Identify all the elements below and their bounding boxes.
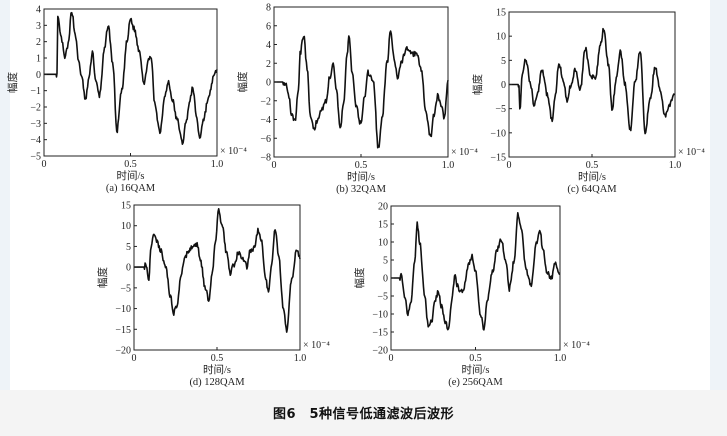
y-tick-label: −2 — [30, 103, 41, 114]
y-tick-label: −10 — [115, 304, 131, 315]
x-tick-label: 0.5 — [211, 353, 224, 364]
y-tick-label: 10 — [378, 238, 388, 249]
x-tick-label: 1.0 — [211, 159, 224, 170]
x-multiplier: × 10⁻⁴ — [563, 340, 590, 351]
y-tick-label: 5 — [126, 242, 131, 253]
y-tick-label: 15 — [121, 201, 131, 212]
x-multiplier: × 10⁻⁴ — [451, 147, 478, 158]
x-tick-label: 0.5 — [355, 160, 368, 171]
y-tick-label: 8 — [266, 3, 271, 14]
x-multiplier: × 10⁻⁴ — [678, 147, 705, 158]
x-tick-label: 0 — [132, 353, 137, 364]
x-axis-label: 时间/s — [347, 170, 375, 183]
y-tick-label: −20 — [372, 346, 388, 357]
y-tick-label: −5 — [377, 292, 388, 303]
subplot-caption: (e) 256QAM — [448, 377, 503, 388]
x-axis-label: 时间/s — [578, 170, 606, 183]
y-tick-label: −2 — [260, 96, 271, 107]
y-tick-label: −6 — [260, 134, 271, 145]
plot-frame — [273, 6, 449, 158]
y-tick-label: 6 — [266, 21, 271, 32]
signal-trace — [273, 30, 449, 149]
x-tick-label: 1.0 — [442, 160, 455, 171]
y-tick-label: 0 — [266, 78, 271, 89]
x-tick-label: 1.0 — [294, 353, 307, 364]
x-axis-label: 时间/s — [116, 169, 144, 182]
y-tick-label: 1 — [36, 54, 41, 65]
y-tick-label: −4 — [260, 115, 271, 126]
y-tick-label: −8 — [260, 153, 271, 164]
y-tick-label: 2 — [36, 37, 41, 48]
y-tick-label: −5 — [495, 104, 506, 115]
y-axis-label: 幅度 — [236, 71, 249, 92]
y-tick-label: 3 — [36, 21, 41, 32]
subplot-caption: (c) 64QAM — [567, 184, 617, 195]
y-tick-label: −20 — [115, 346, 131, 357]
subplot-caption: (b) 32QAM — [336, 184, 387, 195]
y-tick-label: −15 — [490, 153, 506, 164]
y-tick-label: 0 — [383, 274, 388, 285]
y-tick-label: −4 — [30, 135, 41, 146]
x-tick-label: 1.0 — [669, 160, 682, 171]
y-tick-label: −10 — [490, 128, 506, 139]
y-tick-label: 10 — [496, 32, 506, 43]
page-margin-left — [0, 0, 10, 390]
y-tick-label: −10 — [372, 310, 388, 321]
y-axis-label: 幅度 — [471, 74, 484, 95]
y-tick-label: 10 — [121, 221, 131, 232]
x-tick-label: 1.0 — [554, 353, 567, 364]
x-tick-label: 0.5 — [469, 353, 482, 364]
y-tick-label: 0 — [501, 80, 506, 91]
y-tick-label: 4 — [266, 40, 271, 51]
x-tick-label: 0.5 — [124, 159, 137, 170]
subplot-caption: (a) 16QAM — [106, 183, 156, 194]
y-tick-label: −5 — [30, 152, 41, 163]
x-axis-label: 时间/s — [461, 363, 489, 376]
y-axis-label: 幅度 — [353, 267, 366, 288]
signal-trace — [390, 212, 561, 331]
y-tick-label: 0 — [126, 263, 131, 274]
signal-trace — [508, 27, 676, 135]
signal-trace — [133, 208, 301, 333]
y-tick-label: 5 — [383, 256, 388, 267]
subplot-caption: (d) 128QAM — [189, 377, 245, 388]
y-axis-label: 幅度 — [6, 72, 19, 93]
figure-panel — [10, 0, 710, 390]
y-tick-label: 15 — [378, 220, 388, 231]
page-margin-right — [710, 0, 727, 390]
y-tick-label: 2 — [266, 59, 271, 70]
x-multiplier: × 10⁻⁴ — [303, 340, 330, 351]
y-tick-label: −1 — [30, 86, 41, 97]
y-tick-label: 20 — [378, 202, 388, 213]
y-tick-label: 15 — [496, 8, 506, 19]
y-tick-label: 5 — [501, 56, 506, 67]
x-tick-label: 0.5 — [586, 160, 599, 171]
x-axis-label: 时间/s — [203, 363, 231, 376]
plot-frame — [508, 11, 676, 158]
y-axis-label: 幅度 — [96, 267, 109, 288]
figure-caption: 图6 5种信号低通滤波后波形 — [272, 407, 455, 422]
x-tick-label: 0 — [42, 159, 47, 170]
y-tick-label: 4 — [36, 5, 41, 16]
y-tick-label: −3 — [30, 119, 41, 130]
y-tick-label: 0 — [36, 70, 41, 81]
x-tick-label: 0 — [389, 353, 394, 364]
signal-trace — [43, 11, 218, 145]
y-tick-label: −15 — [115, 325, 131, 336]
x-tick-label: 0 — [507, 160, 512, 171]
x-multiplier: × 10⁻⁴ — [220, 146, 247, 157]
y-tick-label: −5 — [120, 283, 131, 294]
y-tick-label: −15 — [372, 328, 388, 339]
x-tick-label: 0 — [272, 160, 277, 171]
